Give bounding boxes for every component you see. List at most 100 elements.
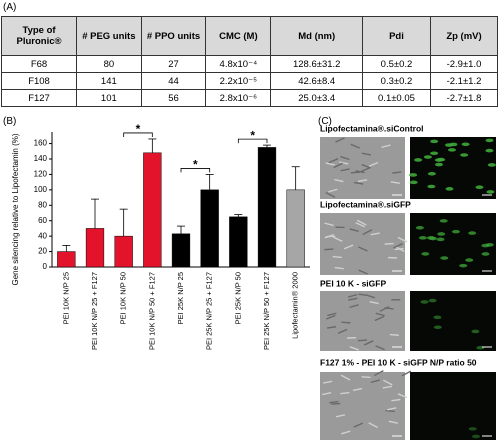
cell-shape [350,171,360,174]
cell-shape [340,374,351,381]
bar [286,189,305,268]
cell-shape [375,345,385,351]
bar [57,251,76,268]
cell-shape [329,400,339,404]
y-axis-label: Gene silencing relative to Lipofectamin … [11,133,20,285]
fluorescence-image [410,291,496,351]
image-label: Lipofectamina®.siGFP [320,199,411,209]
cell-shape [384,242,394,245]
fluorescent-cell [471,434,480,439]
x-tick-label: PEI 10K N/P 25 + F127 [90,272,99,350]
error-bar [205,174,214,190]
fluorescent-cell [420,300,429,304]
cell-shape [375,312,385,317]
cell-shape [354,181,364,185]
cell-shape [349,346,359,351]
cell-shape [324,248,334,251]
cell-shape [385,409,395,413]
cell-shape [325,162,335,166]
fluorescent-cell [439,219,448,223]
cell-shape [361,163,371,169]
y-tick-label: 100 [34,185,48,194]
x-tick-label: PEI 10K N/P 25 [61,272,70,324]
cell-shape [361,376,371,379]
x-tick-label: PEI 25K N/P 50 + F127 [262,272,271,350]
cell-shape [355,222,366,228]
fluorescent-cell [485,138,494,143]
fluorescent-cell [414,158,423,162]
cell-shape [335,137,345,143]
cell-shape [368,422,378,429]
cell-shape [358,246,368,252]
cell-shape [334,178,344,183]
cell-shape [322,392,332,396]
table-row: F127 101 56 2.8x10⁻⁶ 25.0±3.4 0.1±0.05 -2.7±1.… [0,89,499,107]
header-cell: Md (nm) [270,16,363,56]
table-cell: -2.7±1.8 [429,89,499,107]
cell-shape [326,326,337,329]
table-row: F108 141 44 2.2x10⁻⁵ 42.6±8.4 0.3±0.2 -2.1±1.2 [0,72,499,90]
cell-shape [397,393,408,399]
header-cell: Type of Pluronic® [0,16,78,56]
cell-shape [340,391,350,395]
fluorescent-cell [475,185,484,190]
error-bar [119,208,128,237]
cell-shape [374,370,384,377]
significance-star: * [136,122,141,136]
panel-label: (A) [3,2,17,13]
header-cell: # PPO units [140,16,207,56]
cell-shape [379,305,390,312]
bar [114,235,133,268]
cell-shape [387,407,397,411]
cell-shape [328,158,339,164]
cell-shape [337,328,348,334]
cell-shape [348,297,358,301]
fluorescent-cell [465,258,474,262]
cell-shape [340,155,350,161]
cell-shape [349,304,359,309]
fluorescent-cell [437,232,446,236]
error-bar [263,144,271,148]
fluorescent-cell [460,153,469,157]
fluorescent-cell [415,225,424,230]
fluorescent-cell [447,148,456,152]
cell-shape [340,168,350,172]
cell-shape [369,301,379,305]
fluorescent-cell [459,263,468,268]
header-cell: CMC (M) [205,16,272,56]
error-bar [148,138,157,153]
image-label: Lipofectamina®.siControl [320,123,424,133]
error-bar [177,225,185,234]
header-cell: Pdi [361,16,431,56]
error-bar [291,166,300,190]
fluorescent-cell [427,171,436,176]
cell-shape [397,236,408,243]
bar [85,228,105,268]
fluorescent-cell [487,163,496,167]
cell-shape [332,255,342,259]
fluorescent-cell [468,427,477,431]
fluorescent-cell [428,298,437,303]
significance-bracket [237,138,268,144]
fluorescent-cell [445,187,454,191]
cell-shape [325,191,336,198]
cell-shape [358,269,368,275]
x-tick-label: PEI 10K N/P 50 + F127 [147,272,156,350]
fluorescent-cell [433,315,442,320]
y-tick-label: 80 [38,200,47,209]
bar [171,233,191,268]
fluorescent-cell [440,256,449,260]
fluorescent-cell [434,158,443,162]
fluorescent-cell [445,143,454,147]
y-tick-label: 0 [43,262,48,271]
cell-shape [353,422,363,428]
cell-shape [370,379,381,384]
bar [143,152,162,268]
cell-shape [334,266,344,270]
fluorescent-cell [426,236,435,240]
cell-shape [333,162,343,169]
x-tick-label: PEI 10K N/P 50 [119,272,128,324]
cell-shape [381,144,391,149]
bar [229,216,248,268]
